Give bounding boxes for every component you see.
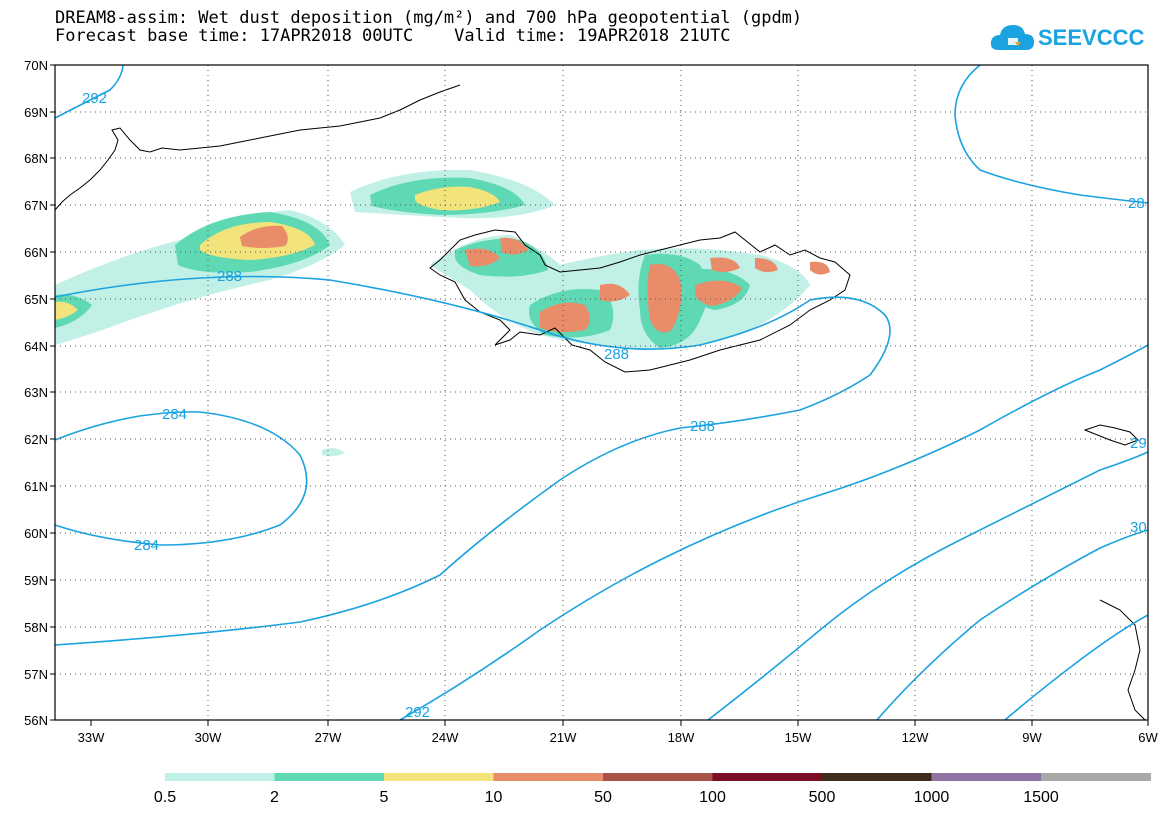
lat-label: 59N xyxy=(24,573,48,588)
lon-label: 24W xyxy=(432,730,459,745)
contour-label: 28 xyxy=(1128,195,1145,212)
colorbar: 0.5 2 5 10 50 100 500 1000 1500 xyxy=(154,773,1151,806)
lat-label: 66N xyxy=(24,245,48,260)
lat-label: 65N xyxy=(24,292,48,307)
lon-label: 27W xyxy=(315,730,342,745)
faroe-coast xyxy=(1083,424,1139,446)
contour-label: 292 xyxy=(82,90,107,107)
lat-label: 70N xyxy=(24,58,48,73)
contour-label: 288 xyxy=(690,418,715,435)
colorbar-segment xyxy=(712,773,823,781)
lat-label: 57N xyxy=(24,667,48,682)
contour-label: 288 xyxy=(217,268,242,285)
lon-label: 9W xyxy=(1022,730,1042,745)
lat-label: 68N xyxy=(24,151,48,166)
contour-label: 29 xyxy=(1130,435,1147,452)
colorbar-segment xyxy=(384,773,494,781)
lon-label: 12W xyxy=(902,730,929,745)
lat-label: 64N xyxy=(24,339,48,354)
lat-label: 58N xyxy=(24,620,48,635)
colorbar-segment xyxy=(1041,773,1151,781)
contour-labels: 292 288 288 288 284 284 292 28 29 30 xyxy=(82,90,1147,721)
lat-label: 69N xyxy=(24,105,48,120)
latitude-labels: 70N 69N 68N 67N 66N 65N 64N 63N 62N 61N … xyxy=(24,58,48,728)
colorbar-label: 500 xyxy=(809,789,836,806)
colorbar-segment xyxy=(274,773,385,781)
colorbar-label: 100 xyxy=(699,789,726,806)
contour-label: 30 xyxy=(1130,519,1147,536)
colorbar-label: 0.5 xyxy=(154,789,176,806)
colorbar-segment xyxy=(165,773,275,781)
coastlines xyxy=(54,84,1146,721)
seevccc-logo: SEEVCCC xyxy=(988,20,1144,56)
lon-label: 33W xyxy=(78,730,105,745)
cloud-icon xyxy=(990,25,1034,50)
lat-label: 61N xyxy=(24,479,48,494)
contour-label: 292 xyxy=(405,704,430,721)
colorbar-segment xyxy=(822,773,932,781)
map-title: DREAM8-assim: Wet dust deposition (mg/m²… xyxy=(55,8,803,28)
lat-label: 63N xyxy=(24,385,48,400)
colorbar-label: 10 xyxy=(485,789,503,806)
forecast-time-line: Forecast base time: 17APR2018 00UTC Vali… xyxy=(55,26,731,46)
tick-marks xyxy=(50,64,1149,726)
lon-label: 18W xyxy=(668,730,695,745)
contour-label: 288 xyxy=(604,346,629,363)
colorbar-segment xyxy=(493,773,604,781)
geopotential-contours xyxy=(54,64,1149,721)
scotland-coast xyxy=(1099,599,1146,721)
colorbar-label: 50 xyxy=(594,789,612,806)
colorbar-segment xyxy=(603,773,713,781)
colorbar-label: 1000 xyxy=(914,789,950,806)
lat-label: 56N xyxy=(24,713,48,728)
lon-label: 15W xyxy=(785,730,812,745)
greenland-coast xyxy=(54,84,461,211)
contour-label: 284 xyxy=(134,537,159,554)
colorbar-label: 2 xyxy=(270,789,279,806)
colorbar-segment xyxy=(931,773,1042,781)
lat-label: 62N xyxy=(24,432,48,447)
colorbar-label: 5 xyxy=(380,789,389,806)
lon-label: 6W xyxy=(1138,730,1158,745)
gridlines xyxy=(55,65,1148,720)
lat-label: 60N xyxy=(24,526,48,541)
map-frame xyxy=(54,64,1149,721)
lon-label: 30W xyxy=(195,730,222,745)
colorbar-label: 1500 xyxy=(1023,789,1059,806)
logo-text: SEEVCCC xyxy=(1038,25,1145,50)
lon-label: 21W xyxy=(550,730,577,745)
lat-label: 67N xyxy=(24,198,48,213)
contour-label: 284 xyxy=(162,406,187,423)
longitude-labels: 33W 30W 27W 24W 21W 18W 15W 12W 9W 6W xyxy=(78,730,1159,745)
